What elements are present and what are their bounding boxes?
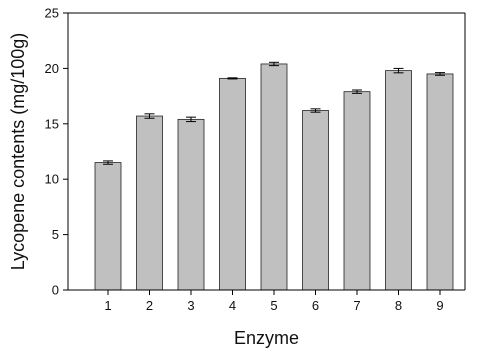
error-bar-6: [310, 108, 321, 113]
y-axis-title: Lycopene contents (mg/100g): [8, 33, 28, 270]
x-tick-label-1: 1: [104, 298, 111, 313]
bar-1: [94, 162, 122, 291]
bar-2: [136, 115, 163, 291]
x-tick-label-4: 4: [229, 298, 236, 313]
error-bar-9: [435, 72, 445, 76]
error-bar-7: [352, 89, 362, 94]
bar-5: [260, 63, 288, 291]
x-tick-label-7: 7: [353, 298, 360, 313]
y-tick-label-20: 20: [45, 61, 59, 76]
bar-7: [343, 91, 371, 291]
bars-layer: [94, 63, 454, 291]
bar-3: [177, 118, 205, 291]
error-bar-4: [227, 77, 238, 80]
error-bar-8: [393, 67, 404, 74]
error-bar-2: [144, 113, 155, 119]
x-tick-label-5: 5: [270, 298, 277, 313]
error-bar-1: [103, 160, 113, 165]
x-tick-label-6: 6: [312, 298, 319, 313]
y-tick-label-15: 15: [45, 116, 59, 131]
error-bar-3: [186, 116, 196, 123]
x-tick-label-3: 3: [187, 298, 194, 313]
x-tick-label-2: 2: [146, 298, 153, 313]
x-tick-label-8: 8: [395, 298, 402, 313]
bar-9: [426, 73, 454, 291]
bar-6: [302, 110, 329, 291]
x-axis-title: Enzyme: [234, 328, 299, 348]
tick-labels-layer: 0 5 10 15 20 25 1 2 3 4 5 6 7 8 9: [45, 6, 444, 314]
y-tick-label-0: 0: [52, 283, 59, 298]
x-tick-label-9: 9: [436, 298, 443, 313]
bar-4: [219, 77, 246, 291]
y-tick-label-25: 25: [45, 6, 59, 21]
error-bar-5: [269, 61, 279, 67]
y-tick-label-5: 5: [52, 227, 59, 242]
axes-layer: [63, 12, 466, 295]
bar-8: [385, 70, 412, 291]
y-tick-label-10: 10: [45, 172, 59, 187]
error-bars-layer: [103, 61, 445, 165]
